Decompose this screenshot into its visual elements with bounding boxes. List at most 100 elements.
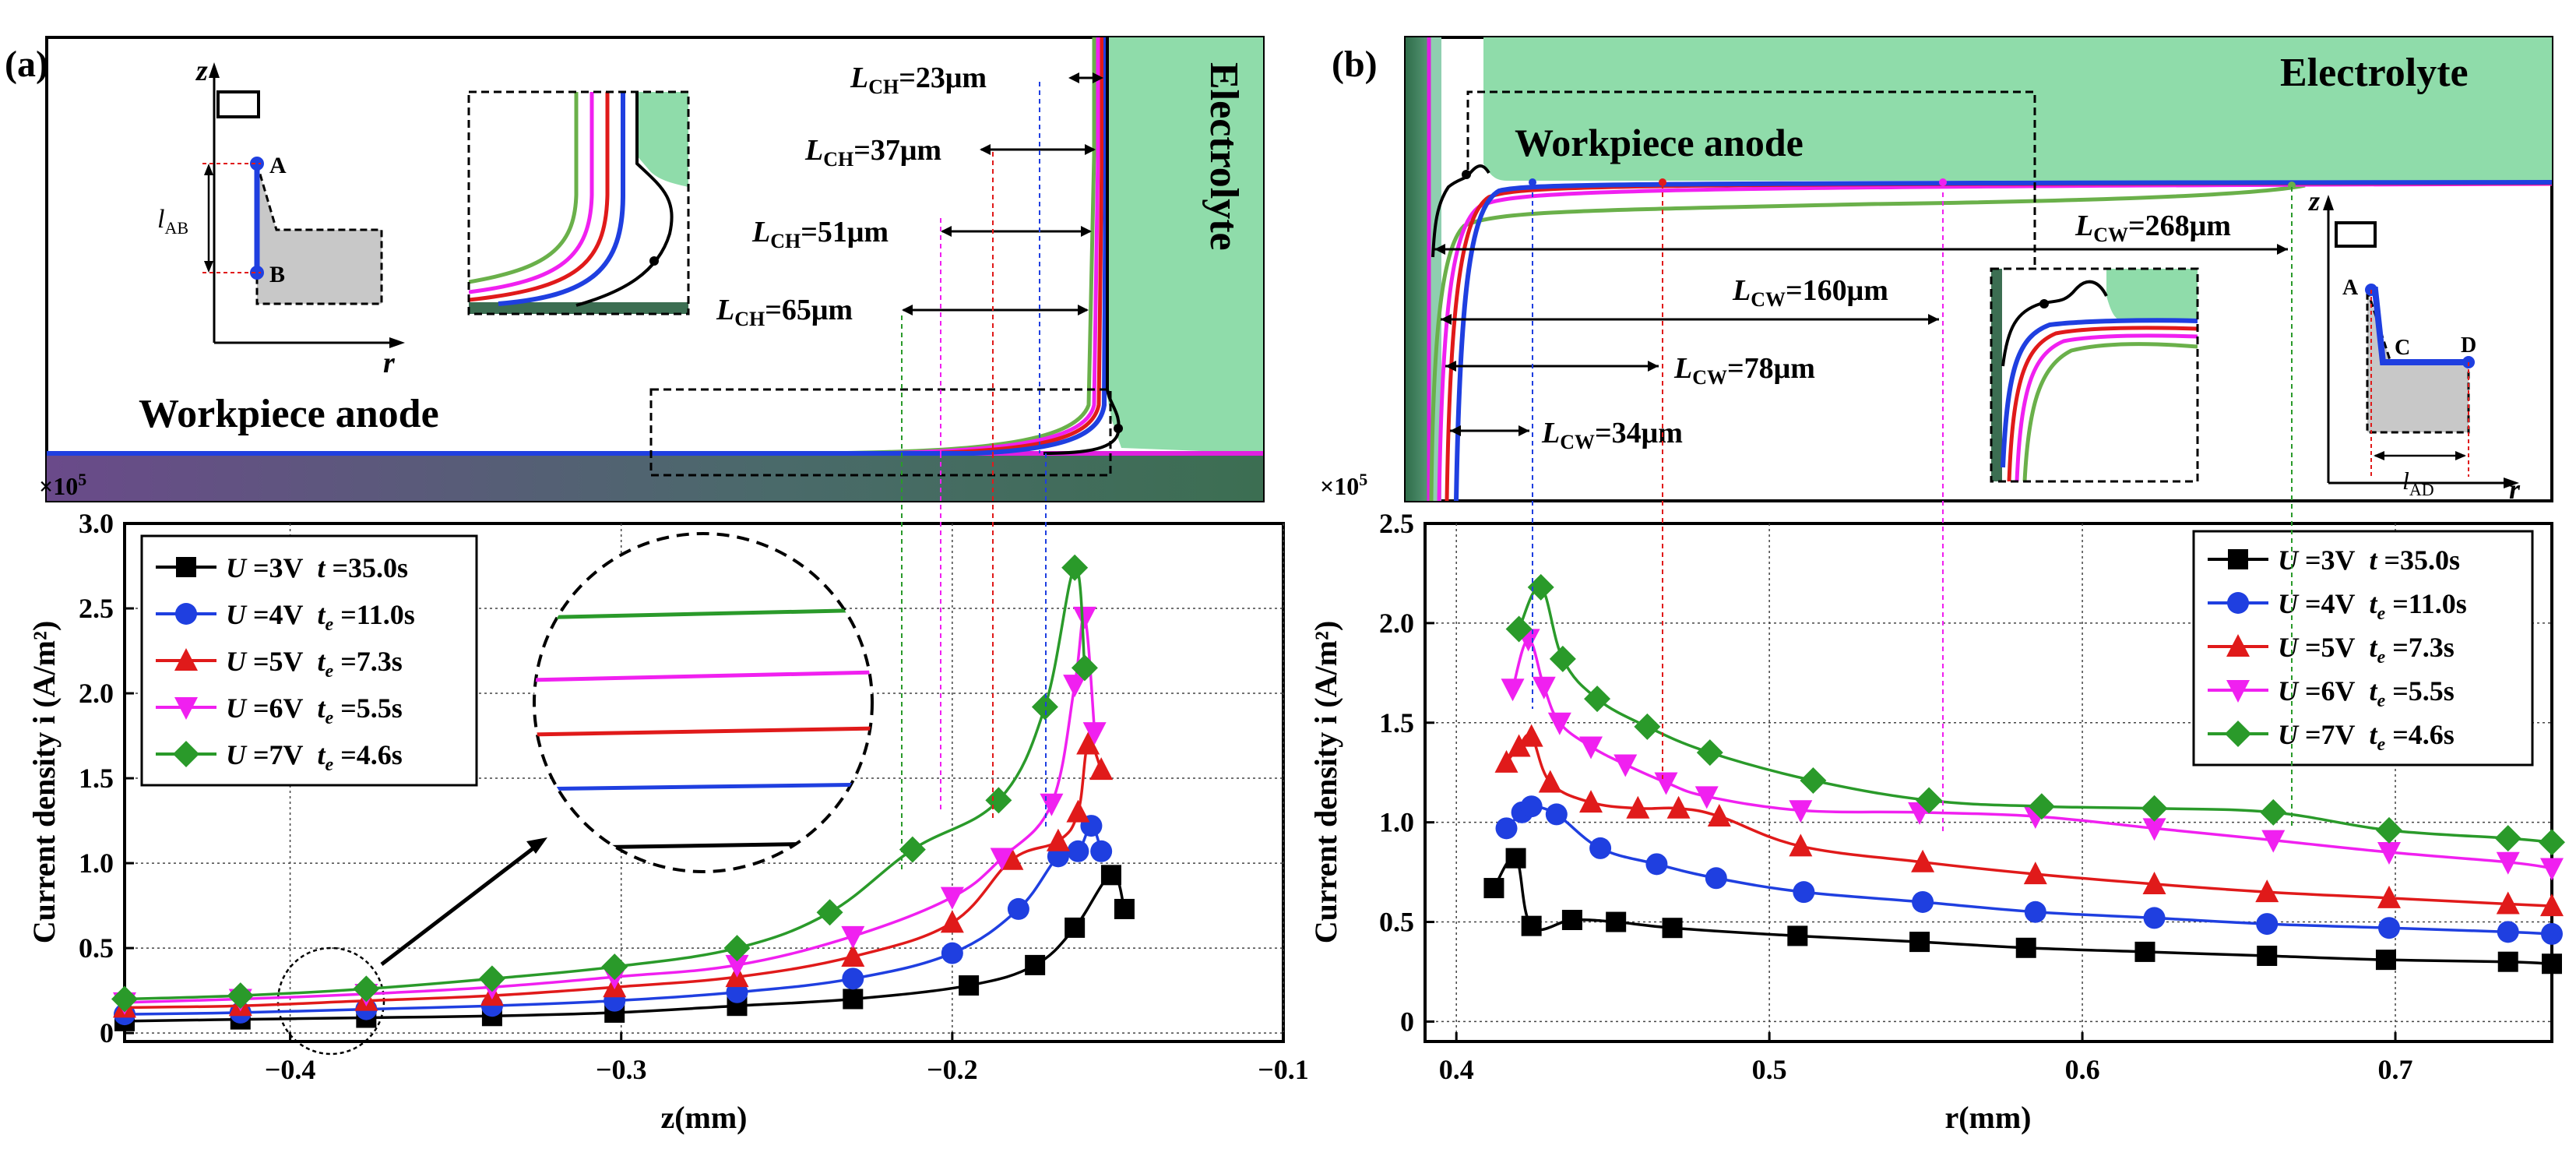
panel-a-field-image: z r A B lAB (45, 36, 1265, 502)
panel-a-electrolyte-label: Electrolyte (1202, 62, 1246, 251)
x-tick-label: 0.6 (2065, 1054, 2100, 1085)
schema-b-point-a: A (2342, 276, 2359, 300)
data-point-s4 (2375, 816, 2402, 844)
schema-a-r-label: r (383, 347, 396, 379)
panel-b-electrolyte-label: Electrolyte (2280, 51, 2469, 95)
legend-marker (174, 648, 198, 671)
y-tick-label: 0 (1400, 1006, 1414, 1037)
data-point-s1 (2497, 921, 2519, 943)
data-point-s1 (1912, 890, 1934, 913)
legend-marker (175, 603, 197, 625)
legend-marker (176, 557, 196, 577)
chart-b-series (1483, 573, 2565, 974)
data-point-s2 (1579, 790, 1603, 813)
data-point-s3 (1654, 772, 1678, 795)
data-point-s3 (2377, 842, 2401, 865)
legend-marker (2228, 549, 2248, 569)
data-point-s3 (990, 848, 1014, 871)
data-point-s3 (2142, 818, 2166, 841)
x-tick-label: −0.2 (927, 1054, 978, 1085)
data-point-s0 (2257, 946, 2278, 967)
data-point-s0 (1561, 909, 1582, 930)
lcw-annotations: LCW=268μm LCW=160μm LCW=78μm LCW=34μm (1434, 210, 2288, 453)
data-point-s4 (2141, 795, 2168, 822)
chart-b: 0.4 0.5 0.6 0.7 0 0.5 1.0 1.5 2.0 2.5 U =3V t =35.… (1308, 508, 2565, 1135)
drop-lines (901, 82, 2293, 870)
data-point-s4 (1634, 713, 1661, 740)
legend-label: U =6V te =5.5s (226, 693, 403, 728)
data-point-s3 (1789, 800, 1813, 823)
lch-label-65: LCH=65μm (716, 294, 853, 330)
data-point-s2 (1076, 731, 1100, 755)
panel-b-tag: (b) (1332, 44, 1378, 85)
data-point-s2 (2496, 891, 2520, 915)
schema-a-point-a: A (269, 153, 287, 178)
data-point-s2 (1046, 828, 1070, 851)
schema-b-r-label: r (2509, 474, 2521, 505)
data-point-s2 (2023, 862, 2047, 885)
data-point-s2 (1911, 849, 1935, 872)
data-point-s0 (1606, 911, 1627, 932)
legend-label: U =3V t =35.0s (2278, 545, 2460, 576)
data-point-s1 (1545, 803, 1568, 826)
panel-b-anode-label: Workpiece anode (1515, 121, 1804, 164)
data-point-s1 (2377, 917, 2400, 939)
data-point-s1 (1067, 840, 1089, 862)
workpiece-anode-region-b (1406, 37, 1431, 501)
schema-b-l-label: lAD (2402, 467, 2434, 499)
data-point-s1 (842, 967, 864, 990)
y-tick-label: 2.0 (79, 678, 114, 709)
schema-b-point-c: C (2395, 336, 2410, 360)
data-point-s1 (2024, 900, 2046, 923)
data-point-s3 (1614, 754, 1638, 777)
legend-marker (2225, 721, 2251, 747)
data-point-s0 (1909, 932, 1930, 953)
panel-b-scale-factor: ×105 (1320, 470, 1367, 500)
y-tick-label: 1.5 (1379, 707, 1414, 738)
chart-a-y-axis-label: Current density i (A/m²) (26, 621, 62, 944)
data-point-s0 (2542, 953, 2562, 974)
data-point-s0 (1662, 918, 1683, 939)
chart-a-series (111, 554, 1135, 1031)
data-point-s2 (1000, 847, 1024, 870)
data-point-s2 (841, 943, 865, 967)
data-point-s2 (1066, 799, 1090, 823)
data-point-s4 (2539, 829, 2565, 856)
x-tick-label: 0.7 (2378, 1054, 2413, 1085)
lcw-label-34: LCW=34μm (1541, 417, 1683, 453)
data-point-s3 (1547, 712, 1571, 735)
lch-annotations: LCH=23μm LCH=37μm LCH=51μm LCH=65μm (716, 62, 1103, 330)
data-point-s3 (1694, 786, 1719, 809)
legend-label: U =4V te =11.0s (2278, 588, 2467, 624)
x-tick-label: −0.1 (1258, 1054, 1309, 1085)
data-point-s2 (2377, 885, 2401, 908)
series-line-2 (124, 742, 1103, 1010)
y-tick-label: 1.0 (1379, 807, 1414, 838)
schema-b-point-d: D (2461, 333, 2476, 358)
contour-6v-b (1437, 182, 2552, 501)
data-point-s2 (1789, 834, 1813, 857)
chart-b-legend: U =3V t =35.0s U =4V te =11.0s U =5V te =7.3s… (2192, 530, 2534, 767)
data-point-s0 (2015, 937, 2036, 958)
data-point-s1 (1520, 795, 1543, 818)
panel-a-scale-factor: ×105 (39, 470, 86, 500)
schematic-b: z r A C D lAD (2307, 185, 2521, 505)
data-point-s4 (478, 965, 505, 992)
data-point-s1 (1007, 897, 1029, 920)
data-point-s4 (1527, 573, 1554, 601)
data-point-s2 (1519, 724, 1543, 747)
lch-label-51: LCH=51μm (751, 216, 889, 252)
series-line-4 (124, 566, 1086, 1001)
chart-a-x-axis-label: z(mm) (660, 1100, 747, 1135)
data-point-s0 (1521, 915, 1542, 936)
lch-label-23: LCH=23μm (850, 62, 987, 98)
data-point-s0 (1114, 898, 1135, 919)
lch-label-37: LCH=37μm (804, 134, 941, 171)
data-point-s1 (1589, 837, 1612, 859)
panel-a-anode-label: Workpiece anode (139, 392, 439, 436)
data-point-s3 (940, 886, 964, 910)
x-tick-label: −0.4 (265, 1054, 316, 1085)
schema-a-l-label: lAB (157, 205, 188, 238)
chart-b-legend-rows: U =3V t =35.0s U =4V te =11.0s U =5V te =7.3s… (2208, 545, 2467, 755)
